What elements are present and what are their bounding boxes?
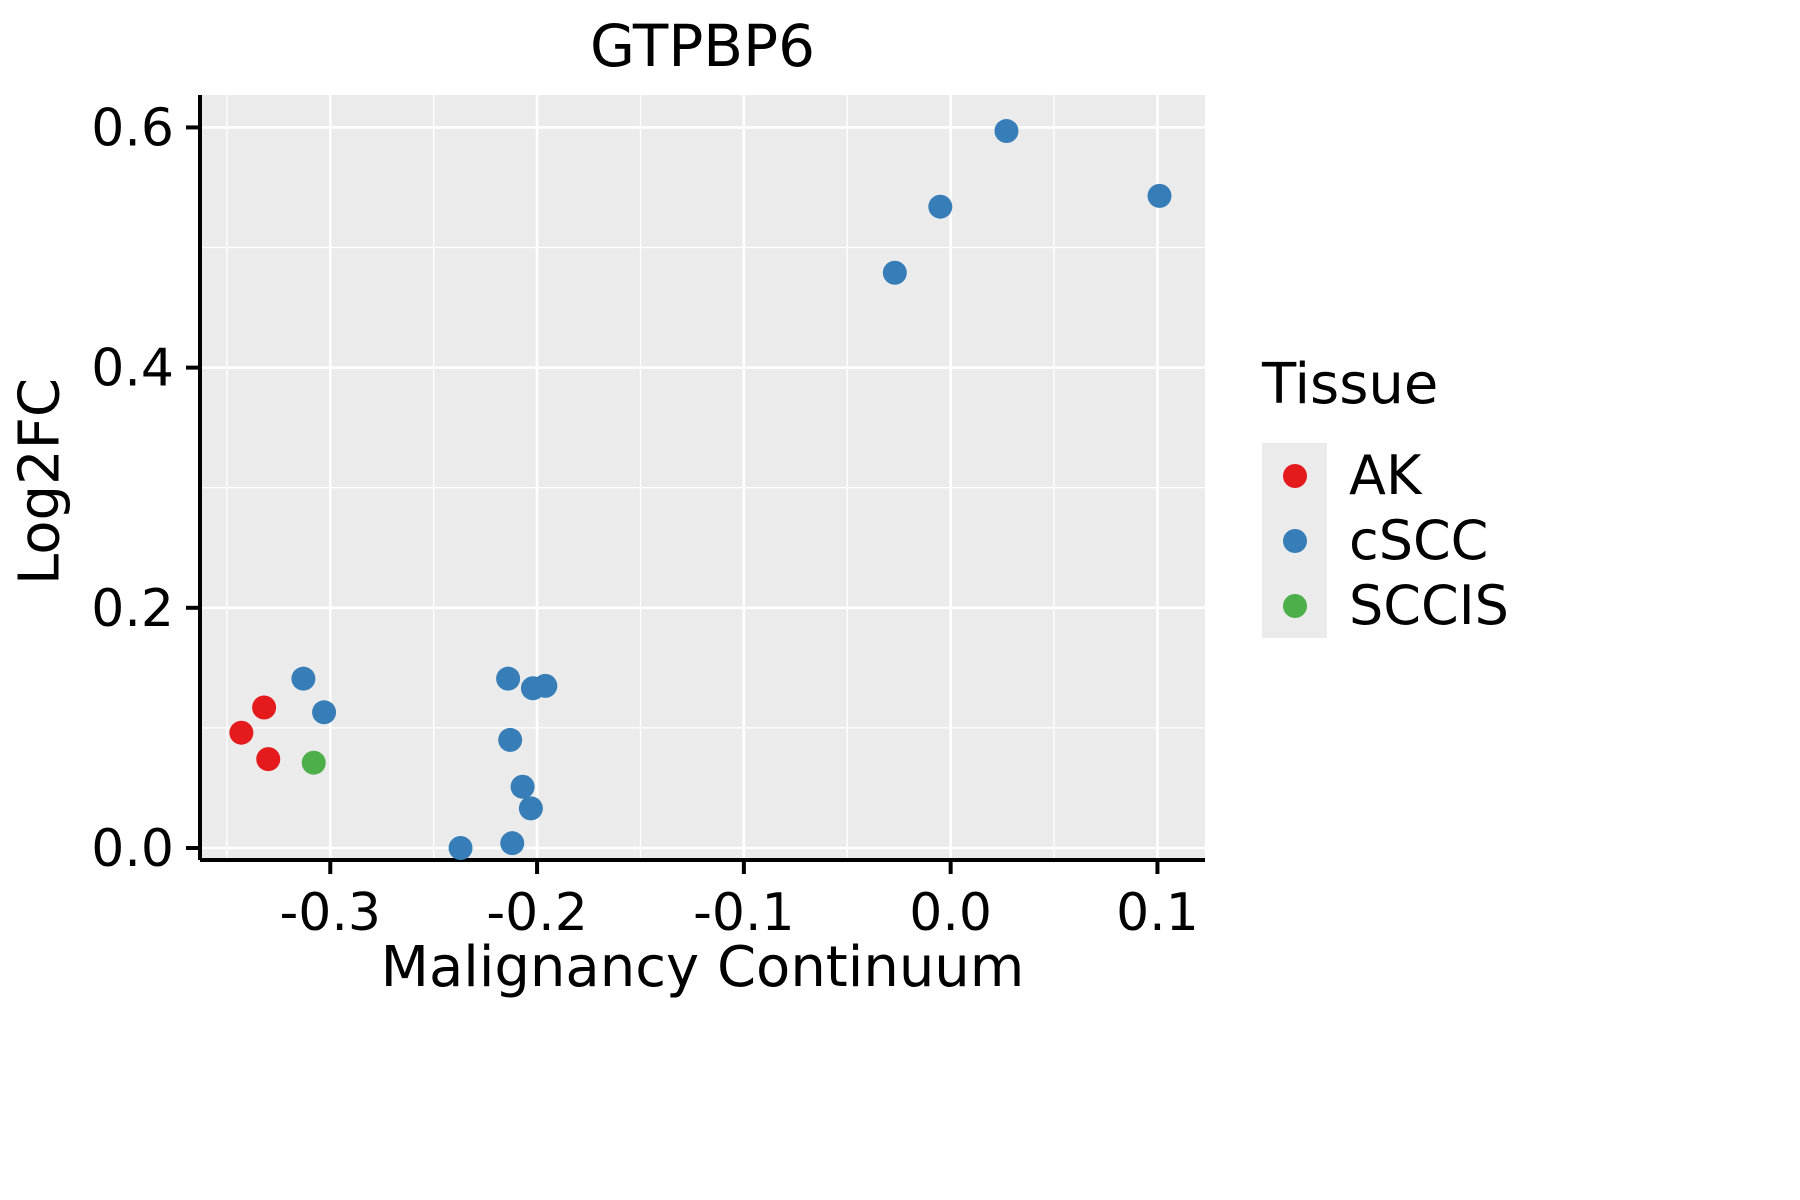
data-point-cSCC <box>312 700 337 725</box>
data-point-cSCC <box>291 666 316 691</box>
data-point-cSCC <box>1147 183 1172 208</box>
data-point-cSCC <box>928 194 953 219</box>
data-point-cSCC <box>994 119 1019 144</box>
legend: Tissue AK cSCC SCCIS <box>1262 352 1509 638</box>
legend-item-AK: AK <box>1262 443 1509 508</box>
x-tick-label: 0.1 <box>1116 883 1199 943</box>
data-point-cSCC <box>533 673 558 698</box>
data-point-cSCC <box>496 666 521 691</box>
x-tick-label: 0.0 <box>909 883 992 943</box>
y-tick-label: 0.2 <box>91 579 174 639</box>
chart-title: GTPBP6 <box>590 12 815 80</box>
data-point-cSCC <box>500 831 525 856</box>
data-point-cSCC <box>498 727 523 752</box>
legend-label: cSCC <box>1349 509 1489 572</box>
legend-key <box>1262 508 1327 573</box>
y-tick-label: 0.4 <box>91 339 174 399</box>
y-tick-label: 0.6 <box>91 98 174 158</box>
legend-label: SCCIS <box>1349 574 1509 637</box>
legend-item-cSCC: cSCC <box>1262 508 1509 573</box>
legend-title: Tissue <box>1262 352 1439 417</box>
data-point-cSCC <box>518 796 543 821</box>
legend-key <box>1262 443 1327 508</box>
legend-item-SCCIS: SCCIS <box>1262 573 1509 638</box>
data-point-SCCIS <box>301 750 326 775</box>
data-point-cSCC <box>448 835 473 860</box>
legend-items: AK cSCC SCCIS <box>1262 443 1509 638</box>
x-axis-label: Malignancy Continuum <box>380 935 1025 1000</box>
x-tick-label: -0.3 <box>280 883 381 943</box>
legend-label: AK <box>1349 444 1422 507</box>
legend-key <box>1262 573 1327 638</box>
legend-dot-icon <box>1282 528 1307 553</box>
data-point-AK <box>229 720 254 745</box>
legend-dot-icon <box>1282 593 1307 618</box>
data-point-cSCC <box>882 260 907 285</box>
data-point-AK <box>256 747 281 772</box>
x-tick-label: -0.1 <box>693 883 794 943</box>
x-tick-label: -0.2 <box>486 883 587 943</box>
panel-background <box>200 95 1205 860</box>
y-tick-label: 0.0 <box>91 819 174 879</box>
data-point-AK <box>252 695 277 720</box>
legend-dot-icon <box>1282 463 1307 488</box>
data-point-cSCC <box>510 774 535 799</box>
